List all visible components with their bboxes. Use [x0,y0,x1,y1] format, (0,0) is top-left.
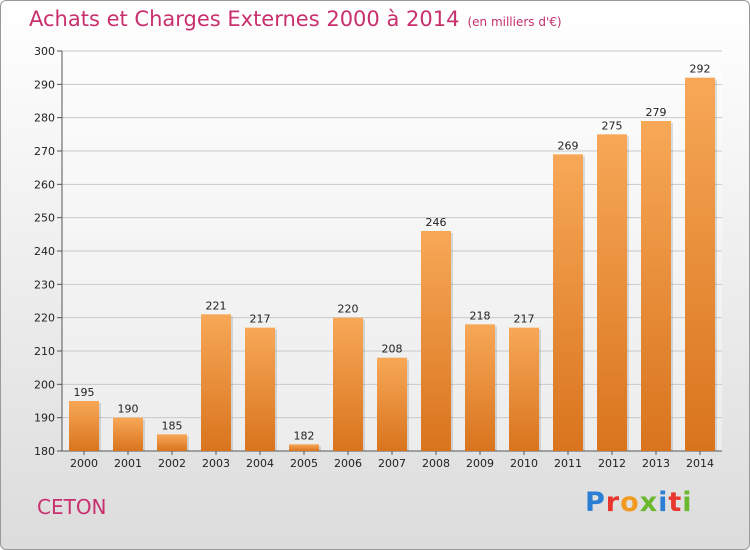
bar [377,357,407,451]
brand-letter: t [668,487,683,518]
data-label: 217 [514,313,535,326]
bar [333,317,363,451]
data-label: 217 [250,313,271,326]
bar [201,314,231,451]
brand-letter: x [639,487,659,518]
x-tick-label: 2006 [334,457,362,470]
data-label: 182 [294,429,315,442]
brand-logo: Proxiti [585,487,693,518]
y-tick-label: 220 [34,312,55,325]
y-tick-label: 230 [34,278,55,291]
x-tick-label: 2008 [422,457,450,470]
chart-title: Achats et Charges Externes 2000 à 2014 (e… [29,7,562,31]
x-tick-label: 2000 [70,457,98,470]
x-tick-label: 2014 [686,457,714,470]
y-tick-label: 200 [34,378,55,391]
bar [465,324,495,451]
data-label: 246 [426,216,447,229]
bar [553,154,583,452]
x-tick-label: 2011 [554,457,582,470]
y-tick-label: 180 [34,445,55,458]
x-tick-label: 2009 [466,457,494,470]
x-tick-label: 2013 [642,457,670,470]
y-tick-label: 280 [34,112,55,125]
data-label: 292 [690,63,711,76]
y-tick-label: 270 [34,145,55,158]
data-label: 185 [162,419,183,432]
x-tick-label: 2003 [202,457,230,470]
data-label: 208 [382,343,403,356]
brand-letter: r [605,487,621,518]
brand-letter: P [585,487,606,518]
x-tick-label: 2010 [510,457,538,470]
x-tick-label: 2004 [246,457,274,470]
data-label: 190 [118,403,139,416]
bar [69,401,99,451]
x-tick-label: 2002 [158,457,186,470]
brand-letter: o [620,487,640,518]
brand-letter: i [682,487,693,518]
x-tick-label: 2005 [290,457,318,470]
bar [421,231,451,451]
x-tick-label: 2007 [378,457,406,470]
x-tick-label: 2012 [598,457,626,470]
bar [641,121,671,451]
y-tick-label: 260 [34,178,55,191]
commune-name: CETON [37,495,107,519]
data-label: 221 [206,299,227,312]
y-tick-label: 290 [34,78,55,91]
y-tick-label: 240 [34,245,55,258]
brand-letter: i [658,487,669,518]
data-label: 218 [470,309,491,322]
chart-unit: (en milliers d'€) [467,15,562,29]
bar [245,327,275,451]
bar [157,434,187,451]
data-label: 220 [338,303,359,316]
data-label: 269 [558,139,579,152]
bar [289,444,319,451]
bar [509,327,539,451]
data-label: 279 [646,106,667,119]
bar [597,134,627,452]
chart-title-text: Achats et Charges Externes 2000 à 2014 [29,7,460,31]
bar [113,417,143,451]
y-tick-label: 250 [34,212,55,225]
x-tick-label: 2001 [114,457,142,470]
y-tick-label: 210 [34,345,55,358]
y-tick-label: 300 [34,45,55,58]
data-label: 275 [602,119,623,132]
y-tick-label: 190 [34,412,55,425]
data-label: 195 [74,386,95,399]
bar [685,77,715,452]
